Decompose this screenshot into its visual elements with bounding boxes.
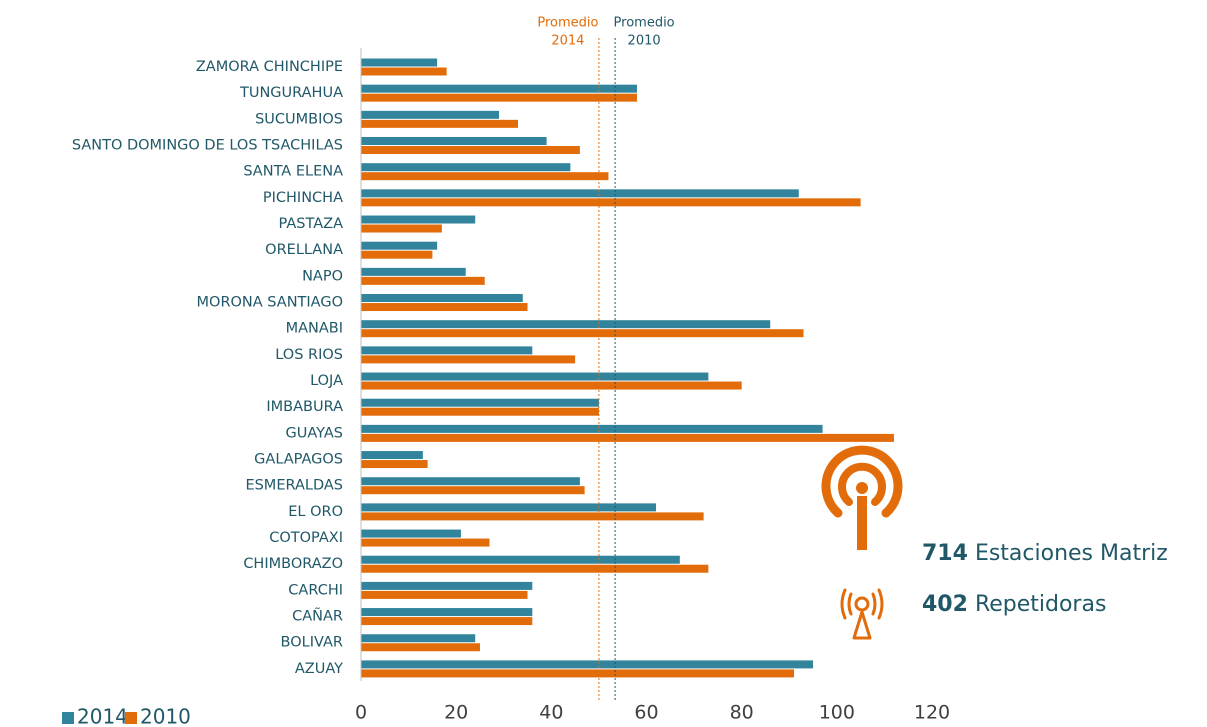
- bar: [361, 241, 438, 250]
- bar: [361, 660, 814, 669]
- average-label: Promedio: [537, 16, 598, 31]
- y-tick-label: LOS RIOS: [275, 347, 343, 363]
- y-tick-label: IMBABURA: [266, 399, 343, 415]
- bar: [361, 163, 571, 172]
- bar: [361, 320, 771, 329]
- y-tick-label: ZAMORA CHINCHIPE: [196, 59, 343, 75]
- y-tick-label: PASTAZA: [279, 216, 344, 232]
- bar: [361, 372, 709, 381]
- bar: [361, 355, 576, 364]
- stat-number: 402: [922, 592, 968, 617]
- bar: [361, 608, 533, 617]
- bar: [361, 276, 485, 285]
- stat-number: 714: [922, 541, 968, 566]
- y-tick-label: ORELLANA: [265, 242, 343, 258]
- x-tick-label: 0: [355, 702, 367, 724]
- bar: [361, 451, 423, 460]
- y-tick-label: AZUAY: [295, 661, 343, 677]
- bar: [361, 433, 894, 442]
- x-tick-label: 40: [539, 702, 563, 724]
- y-tick-label: PICHINCHA: [263, 190, 343, 206]
- x-tick-label: 120: [914, 702, 950, 724]
- bar: [361, 93, 637, 102]
- bar: [361, 460, 428, 469]
- bar: [361, 512, 704, 521]
- repeater-icon: [840, 588, 884, 640]
- bar: [361, 215, 476, 224]
- bar: [361, 503, 657, 512]
- bar: [361, 137, 547, 146]
- bar: [361, 224, 442, 233]
- y-tick-label: LOJA: [310, 373, 343, 389]
- bar: [361, 538, 490, 547]
- bar: [361, 198, 861, 207]
- legend-swatch: [125, 712, 137, 724]
- bar: [361, 398, 599, 407]
- bar: [361, 555, 680, 564]
- x-tick-label: 100: [819, 702, 855, 724]
- bar: [361, 617, 533, 626]
- stat-repetidoras: 402 Repetidoras: [922, 592, 1106, 617]
- tower-icon: [821, 445, 903, 550]
- average-label: 2010: [628, 34, 661, 49]
- bar: [361, 67, 447, 76]
- bar: [361, 294, 523, 303]
- bar: [361, 58, 438, 67]
- bar: [361, 146, 580, 155]
- bar: [361, 303, 528, 312]
- bar: [361, 486, 585, 495]
- stat-text: Estaciones Matriz: [975, 541, 1168, 566]
- stat-text: Repetidoras: [975, 592, 1106, 617]
- bar: [361, 84, 637, 93]
- bar: [361, 424, 823, 433]
- x-tick-label: 20: [444, 702, 468, 724]
- bar: [361, 189, 799, 198]
- bar: [361, 643, 480, 652]
- y-tick-label: ESMERALDAS: [245, 478, 343, 494]
- x-tick-label: 60: [634, 702, 658, 724]
- bar: [361, 346, 533, 355]
- y-tick-label: COTOPAXI: [269, 530, 343, 546]
- bar: [361, 590, 528, 599]
- y-tick-label: SANTO DOMINGO DE LOS TSACHILAS: [72, 138, 343, 154]
- bar: [361, 529, 461, 538]
- bar: [361, 119, 519, 128]
- y-tick-label: SANTA ELENA: [243, 164, 343, 180]
- bar: [361, 250, 433, 259]
- bar: [361, 381, 742, 390]
- bar: [361, 110, 499, 119]
- y-tick-label: GALAPAGOS: [254, 452, 343, 468]
- x-tick-label: 80: [730, 702, 754, 724]
- y-tick-label: EL ORO: [288, 504, 343, 520]
- bar: [361, 669, 795, 678]
- bar: [361, 564, 709, 573]
- y-tick-label: GUAYAS: [286, 425, 344, 441]
- legend-label: 2010: [140, 705, 191, 727]
- y-tick-label: BOLIVAR: [281, 635, 343, 651]
- average-label: 2014: [551, 34, 584, 49]
- y-tick-label: MORONA SANTIAGO: [197, 295, 343, 311]
- y-tick-label: CAÑAR: [292, 608, 343, 625]
- legend-label: 2014: [77, 705, 128, 727]
- y-tick-label: TUNGURAHUA: [239, 85, 343, 101]
- bar: [361, 634, 476, 643]
- y-tick-label: MANABI: [286, 321, 343, 337]
- bar: [361, 581, 533, 590]
- y-tick-label: CHIMBORAZO: [243, 556, 343, 572]
- legend-swatch: [62, 712, 74, 724]
- average-label: Promedio: [614, 16, 675, 31]
- bar: [361, 267, 466, 276]
- bar: [361, 172, 609, 181]
- bar: [361, 407, 599, 416]
- y-tick-label: SUCUMBIOS: [255, 111, 343, 127]
- bar: [361, 477, 580, 486]
- bar: [361, 329, 804, 338]
- stat-matriz: 714 Estaciones Matriz: [922, 541, 1168, 566]
- y-tick-label: CARCHI: [288, 582, 343, 598]
- y-tick-label: NAPO: [302, 268, 343, 284]
